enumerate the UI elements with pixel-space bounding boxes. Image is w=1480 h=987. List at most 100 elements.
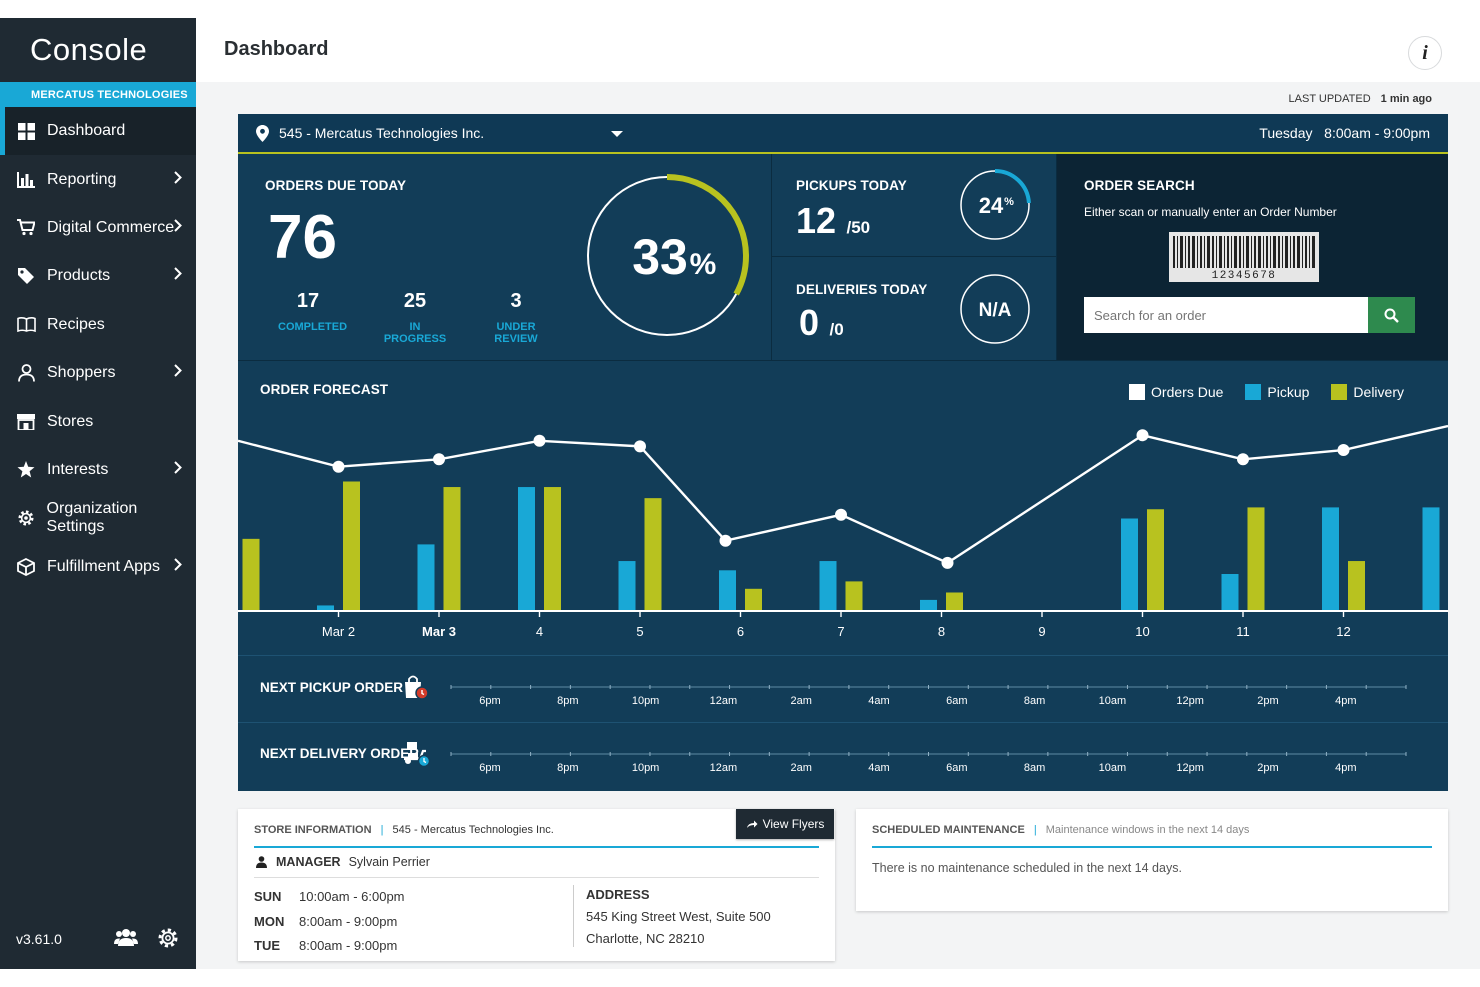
store-selector[interactable]: 545 - Mercatus Technologies Inc. xyxy=(256,124,485,142)
order-search-input[interactable] xyxy=(1084,297,1369,333)
chart-legend: Orders Due Pickup Delivery xyxy=(1129,384,1404,400)
view-flyers-button[interactable]: View Flyers xyxy=(736,809,834,839)
delivery-bar xyxy=(343,481,360,611)
address-label: ADDRESS xyxy=(586,887,650,902)
chevron-right-icon xyxy=(174,461,182,479)
timeline-tick-label: 4am xyxy=(868,762,889,774)
sidebar-footer: v3.61.0 xyxy=(0,909,196,969)
manager-name: Sylvain Perrier xyxy=(348,855,430,869)
users-icon[interactable] xyxy=(114,927,138,950)
next-pickup-label: NEXT PICKUP ORDER xyxy=(260,680,404,695)
x-tick-label: 5 xyxy=(636,624,643,639)
maintenance-title: SCHEDULED MAINTENANCE xyxy=(872,824,1025,836)
sidebar-item-label: Dashboard xyxy=(47,122,126,140)
sidebar-item-organization-settings[interactable]: Organization Settings xyxy=(0,494,196,542)
sidebar-item-label: Organization Settings xyxy=(46,500,138,536)
chevron-down-icon[interactable] xyxy=(611,131,623,137)
next-pickup-timeline: NEXT PICKUP ORDER 6pm 8pm 10pm 12am 2am 4am 6a… xyxy=(238,655,1448,722)
chevron-right-icon xyxy=(174,557,182,576)
timeline-tick-label: 2am xyxy=(790,762,811,774)
sidebar-item-label: Shoppers xyxy=(47,364,116,382)
orders-percent-sign: % xyxy=(690,248,717,281)
chevron-right-icon xyxy=(174,170,182,189)
orders-due-point xyxy=(1136,429,1149,442)
forecast-plot: Mar 2 Mar 3 4 5 6 7 8 9 10 11 12 xyxy=(238,424,1448,639)
x-tick-label: 9 xyxy=(1038,624,1045,639)
search-button[interactable] xyxy=(1368,297,1415,333)
x-tick-label: 4 xyxy=(536,624,543,639)
sidebar-item-fulfillment-apps[interactable]: Fulfillment Apps xyxy=(0,543,196,591)
deliveries-card: DELIVERIES TODAY 0 /0 N/A xyxy=(772,257,1057,360)
x-tick-label: 6 xyxy=(737,624,744,639)
app-logo[interactable]: Console xyxy=(30,32,148,67)
timeline-tick-label: 8pm xyxy=(557,695,578,707)
orders-due-value: 76 xyxy=(268,203,337,272)
orders-due-line xyxy=(238,424,1448,565)
pickups-progress-ring: 24 % xyxy=(959,169,1031,241)
delivery-bar xyxy=(845,581,863,611)
sidebar-item-shoppers[interactable]: Shoppers xyxy=(0,349,196,397)
x-tick-label: Mar 3 xyxy=(422,624,456,639)
x-tick-label: 10 xyxy=(1135,624,1149,639)
deliveries-count: 0 /0 xyxy=(799,302,844,344)
divider xyxy=(254,877,819,878)
deliveries-status-ring: N/A xyxy=(960,274,1030,344)
timeline-tick-label: 2pm xyxy=(1257,762,1278,774)
address-block: ADDRESS 545 King Street West, Suite 500 … xyxy=(586,884,771,950)
store-info-store: 545 - Mercatus Technologies Inc. xyxy=(392,824,554,836)
deliveries-badge: N/A xyxy=(979,300,1012,321)
store-info-header: STORE INFORMATION | 545 - Mercatus Techn… xyxy=(254,824,554,836)
settings-gear-icon[interactable] xyxy=(157,927,179,952)
sidebar-item-dashboard[interactable]: Dashboard xyxy=(0,107,196,156)
timeline-tick-label: 10am xyxy=(1099,762,1127,774)
person-icon xyxy=(16,363,36,383)
legend-delivery[interactable]: Delivery xyxy=(1331,384,1404,400)
last-updated-label: LAST UPDATED xyxy=(1288,93,1371,105)
pickup-time-axis: 6pm 8pm 10pm 12am 2am 4am 6am 8am 10am 12pm 2pm 4pm xyxy=(450,685,1407,707)
hours-time: 10:00am - 6:00pm xyxy=(299,889,405,904)
share-arrow-icon xyxy=(746,820,758,828)
hours-day: SUN xyxy=(254,889,282,904)
version-label: v3.61.0 xyxy=(16,931,62,947)
under-review-stat: 3 UNDER REVIEW xyxy=(478,290,554,345)
sidebar-item-recipes[interactable]: Recipes xyxy=(0,301,196,349)
info-button[interactable]: i xyxy=(1408,36,1442,70)
timeline-tick-label: 6pm xyxy=(479,695,500,707)
person-icon xyxy=(256,856,267,868)
chart-title: ORDER FORECAST xyxy=(260,382,389,397)
hours-row: SUN 10:00am - 6:00pm xyxy=(254,885,405,910)
timeline-tick-label: 4am xyxy=(868,695,889,707)
legend-pickup[interactable]: Pickup xyxy=(1245,384,1309,400)
hours-time: 8:00am - 9:00pm xyxy=(299,938,398,953)
sidebar-item-products[interactable]: Products xyxy=(0,252,196,300)
timeline-tick-label: 6pm xyxy=(479,762,500,774)
x-tick-label: Mar 2 xyxy=(322,624,355,639)
pickups-value: 12 xyxy=(796,200,837,241)
timeline-tick-label: 10pm xyxy=(632,762,660,774)
orders-due-point xyxy=(332,460,345,473)
orders-due-point xyxy=(1237,453,1249,466)
book-icon xyxy=(16,315,36,335)
pickup-bar xyxy=(417,544,435,611)
completed-label: COMPLETED xyxy=(278,321,348,333)
shopping-bag-clock-icon xyxy=(402,674,430,705)
sidebar-item-stores[interactable]: Stores xyxy=(0,397,196,445)
timeline-tick-label: 10am xyxy=(1099,695,1127,707)
top-header: Dashboard i xyxy=(196,18,1480,82)
x-tick-label: 7 xyxy=(837,624,844,639)
manager-label: MANAGER xyxy=(276,855,341,869)
store-info-card: STORE INFORMATION | 545 - Mercatus Techn… xyxy=(238,809,835,961)
sidebar-item-digital-commerce[interactable]: Digital Commerce xyxy=(0,204,196,252)
deliveries-value: 0 xyxy=(799,302,820,343)
sidebar-item-label: Stores xyxy=(47,412,94,430)
sidebar-item-reporting[interactable]: Reporting xyxy=(0,155,196,203)
delivery-time-axis: 6pm 8pm 10pm 12am 2am 4am 6am 8am 10am 12pm 2pm 4pm xyxy=(450,752,1407,774)
store-name: 545 - Mercatus Technologies Inc. xyxy=(279,125,485,141)
gear-icon xyxy=(16,508,36,528)
orders-progress-arc xyxy=(585,174,749,338)
tag-icon xyxy=(16,266,36,286)
orders-due-point xyxy=(1337,444,1350,457)
sidebar-item-interests[interactable]: Interests xyxy=(0,446,196,494)
hours-row: TUE 8:00am - 9:00pm xyxy=(254,934,405,959)
legend-orders-due[interactable]: Orders Due xyxy=(1129,384,1223,400)
